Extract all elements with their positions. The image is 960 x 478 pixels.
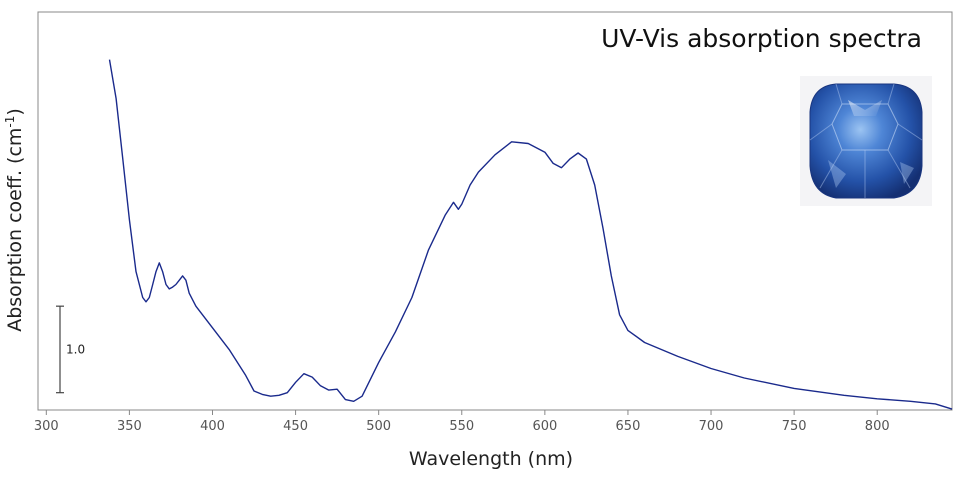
chart-title: UV-Vis absorption spectra [601,24,922,53]
x-tick-label: 350 [117,419,142,434]
plot-frame [37,11,953,411]
x-axis-ticks: 300 350 400 450 500 550 600 650 700 750 800 [34,410,890,434]
x-tick-label: 750 [782,419,807,434]
x-tick-label: 800 [865,419,890,434]
y-axis-label-close: ) [4,108,26,115]
x-tick-label: 600 [532,419,557,434]
x-tick-label: 300 [34,419,59,434]
x-tick-label: 400 [200,419,225,434]
x-tick-label: 500 [366,419,391,434]
spectrum-line [108,59,953,410]
y-axis-label-main: Absorption coeff. (cm [4,128,26,332]
scale-bar-label: 1.0 [66,342,85,356]
x-axis-label: Wavelength (nm) [409,448,573,470]
x-tick-label: 700 [699,419,724,434]
y-axis-label-superscript: -1 [3,116,17,128]
gem-top-reflection [848,100,882,116]
blue-sapphire-gem-image [800,76,932,206]
gem-facet-lines [809,83,923,198]
gem-lower-sparkle [828,160,914,188]
x-tick-label: 650 [616,419,641,434]
gem-table-facet [831,103,899,151]
x-tick-label: 450 [283,419,308,434]
y-axis-label: Absorption coeff. (cm-1) [3,108,26,332]
scale-bar: 1.0 [56,305,85,394]
x-tick-label: 550 [449,419,474,434]
